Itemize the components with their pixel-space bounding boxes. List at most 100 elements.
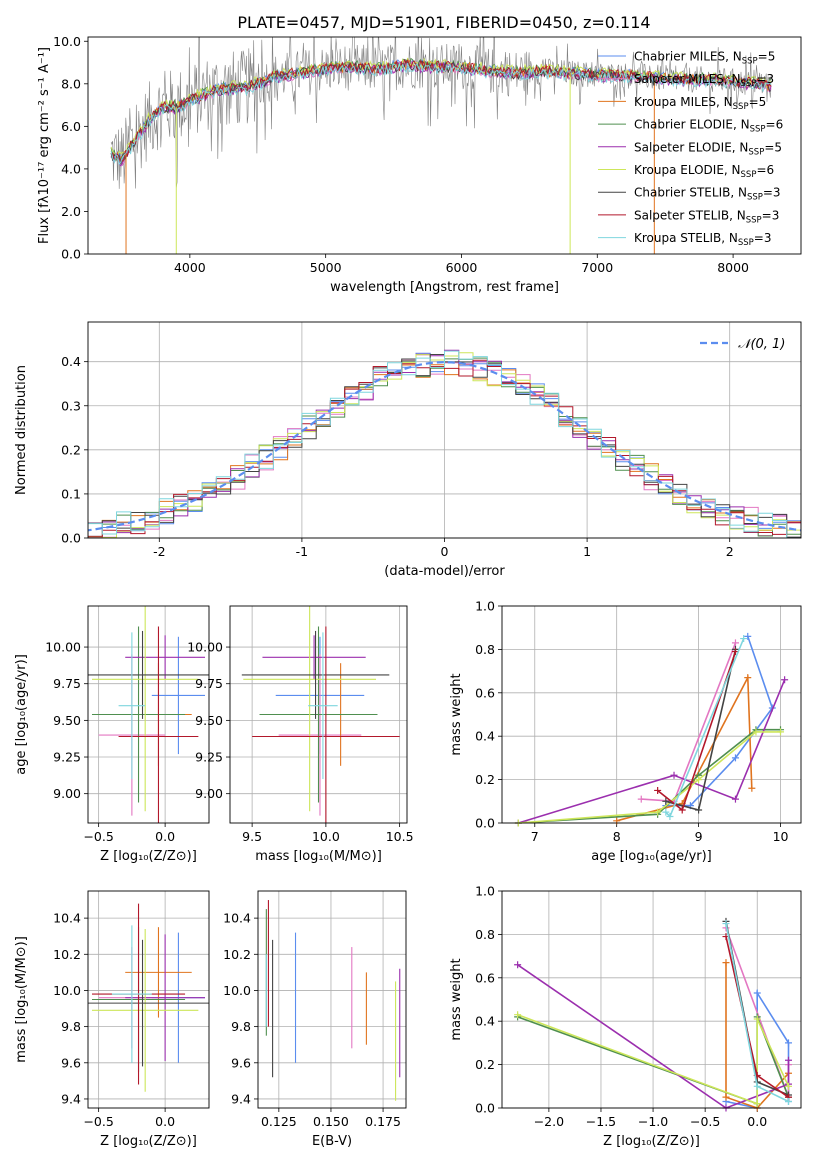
weight_vs_age-xtick-label: 10 [773,829,789,844]
weight_vs_Z-ytick-label: 0.4 [475,1014,495,1029]
mass_vs_ebv-xtick-label: 0.175 [365,1114,401,1129]
weight_vs_age-xtick-label: 9 [695,829,703,844]
weight_vs_Z-ytick-label: 1.0 [475,884,495,899]
mass_vs_ebv-xtick-label: 0.150 [313,1114,349,1129]
mass_vs_ebv-xtick-label: 0.125 [261,1114,297,1129]
weight_vs_age-marker-salpeter_elodie [781,676,789,684]
weight_vs_Z-marker-salpeter_elodie [784,1056,792,1064]
spectrum-xtick-label: 8000 [717,260,749,275]
weight_vs_Z-ytick-label: 0.6 [475,970,495,985]
weight_vs_age-ytick-label: 0.0 [475,816,495,831]
mass_vs_Z-xlabel: Z [log₁₀(Z/Z⊙)] [100,1134,197,1149]
mass_vs_ebv-ytick-label: 10.0 [223,983,251,998]
weight_vs_age-marker-chabrier_stelib [695,806,703,814]
weight_vs_age-marker-kroupa_elodie [654,808,662,816]
weight_vs_Z-marker-kroupa_elodie [753,1015,761,1023]
age_vs_Z-ytick-label: 9.75 [53,676,81,691]
age_vs_Z-ytick-label: 9.00 [53,786,81,801]
weight_vs_Z-marker-kroupa_miles [722,1093,730,1101]
weight_vs_Z-marker-kroupa_stelib [753,1082,761,1090]
residuals-ytick-label: 0.4 [61,354,81,369]
weight_vs_Z-xtick-label: −2.0 [534,1114,564,1129]
mass_vs_Z-ytick-label: 9.8 [61,1019,81,1034]
residuals-frame [87,321,802,539]
weight_vs_Z-xtick-label: −0.5 [690,1114,720,1129]
weight_vs_Z-ylabel: mass weight [449,958,464,1040]
weight_vs_age-marker-salpeter_stelib [678,806,686,814]
weight_vs_age-marker-salpeter_elodie [731,795,739,803]
age_vs_mass-frame [229,605,408,824]
weight_vs_age-marker-kroupa_elodie [777,728,785,736]
legend-label-kroupa_elodie: Kroupa ELODIE, NSSP=6 [634,163,774,180]
mass_vs_Z-ytick-label: 9.4 [61,1091,81,1106]
age_vs_mass-xtick-label: 10.5 [386,829,414,844]
weight_vs_Z-marker-kroupa_elodie [753,1100,761,1108]
spectrum-model-salpeter_stelib [111,58,772,162]
age_vs_mass-xtick-label: 10.0 [312,829,340,844]
weight_vs_age-marker-salpeter_miles [637,795,645,803]
weight_vs_Z-xtick-label: 0.0 [747,1114,767,1129]
mass_vs_Z-xtick-label: 0.0 [155,1114,175,1129]
residuals-xtick-label: 1 [583,544,591,559]
mass_vs_Z-frame [87,890,210,1109]
residuals-ylabel: Normed distribution [14,365,29,495]
weight_vs_Z-ytick-label: 0.2 [475,1057,495,1072]
age_vs_Z-xtick-label: −0.5 [83,829,113,844]
spectrum-ytick-label: 8.0 [61,76,81,91]
weight_vs_Z-marker-chabrier_miles [753,989,761,997]
age_vs_Z-ylabel: age [log₁₀(age/yr)] [14,654,29,775]
mass_vs_Z-ytick-label: 10.2 [53,947,81,962]
age_vs_mass-ytick-label: 9.50 [195,713,223,728]
weight_vs_age-marker-chabrier_stelib [662,797,670,805]
weight_vs_age-line-salpeter_stelib [657,651,737,812]
spectrum-model-kroupa_stelib [110,62,772,166]
mass_vs_ebv-ytick-label: 10.2 [223,947,251,962]
weight_vs_age-line-salpeter_miles [641,642,737,803]
weight_vs_Z-marker-kroupa_stelib [722,920,730,928]
legend-label-chabrier_miles: Chabrier MILES, NSSP=5 [634,50,775,67]
weight_vs_age-xtick-label: 7 [531,829,539,844]
mass_vs_Z-ytick-label: 10.4 [53,911,81,926]
weight_vs_age-marker-salpeter_elodie [670,771,678,779]
residuals-ytick-label: 0.0 [61,531,81,546]
spectrum-xlabel: wavelength [Angstrom, rest frame] [330,280,559,295]
legend-label-chabrier_stelib: Chabrier STELIB, NSSP=3 [634,186,781,203]
weight_vs_age-marker-kroupa_stelib [666,812,674,820]
weight_vs_age-marker-chabrier_miles [731,754,739,762]
weight_vs_age-marker-salpeter_miles [731,639,739,647]
mass_vs_Z-xtick-label: −0.5 [83,1114,113,1129]
mass_vs_ebv-frame [257,890,407,1109]
age_vs_Z-ytick-label: 9.25 [53,750,81,765]
residuals-xlabel: (data-model)/error [384,564,505,579]
weight_vs_age-marker-kroupa_elodie [752,728,760,736]
weight_vs_Z-ytick-label: 0.8 [475,927,495,942]
spectrum-ytick-label: 4.0 [61,161,81,176]
weight_vs_age-ytick-label: 0.4 [475,729,495,744]
weight_vs_age-marker-chabrier_miles [744,632,752,640]
mass_vs_ebv-ytick-label: 10.4 [223,911,251,926]
age_vs_Z-ytick-label: 9.50 [53,713,81,728]
weight_vs_age-marker-kroupa_miles [744,674,752,682]
spectrum-legend: Chabrier MILES, NSSP=5 Salpeter MILES, NS… [598,50,783,248]
mass_vs_ebv-xlabel: E(B-V) [312,1134,352,1149]
spectrum-ytick-label: 0.0 [61,247,81,262]
spectrum-xtick-label: 6000 [446,260,478,275]
residuals-xtick-label: -2 [153,544,165,559]
spectrum-ylabel: Flux [fλ10⁻¹⁷ erg cm⁻² s⁻¹ A⁻¹] [37,47,52,244]
weight_vs_age-marker-kroupa_miles [748,784,756,792]
age_vs_mass-ytick-label: 9.25 [195,750,223,765]
weight_vs_Z-frame [501,890,802,1109]
legend-label-kroupa_stelib: Kroupa STELIB, NSSP=3 [634,231,772,248]
age_vs_mass-ytick-label: 10.00 [187,640,223,655]
mass_vs_ebv-ytick-label: 9.4 [231,1091,251,1106]
age_vs_mass-ytick-label: 9.00 [195,786,223,801]
mass_vs_Z-axes: −0.5 0.0 9.4 9.6 9.8 10.0 10.2 10.4 Z [log₁₀(Z/Z… [14,891,209,1149]
spectrum-xtick-label: 4000 [174,260,206,275]
spectrum-xtick-label: 5000 [310,260,342,275]
weight_vs_age-ytick-label: 0.6 [475,685,495,700]
residual-legend-label: 𝒩(0, 1) [738,337,785,352]
weight_vs_age-ytick-label: 0.8 [475,642,495,657]
age_vs_Z-frame [87,605,210,824]
weight_vs_Z-marker-kroupa_miles [722,959,730,967]
